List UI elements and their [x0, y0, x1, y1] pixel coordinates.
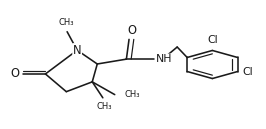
Text: CH₃: CH₃	[125, 90, 140, 99]
Text: N: N	[73, 44, 81, 57]
Text: Cl: Cl	[242, 67, 253, 76]
Text: O: O	[127, 24, 136, 37]
Text: O: O	[11, 67, 20, 80]
Text: NH: NH	[156, 54, 173, 64]
Text: CH₃: CH₃	[58, 18, 73, 27]
Text: CH₃: CH₃	[96, 102, 112, 111]
Text: Cl: Cl	[207, 35, 218, 45]
